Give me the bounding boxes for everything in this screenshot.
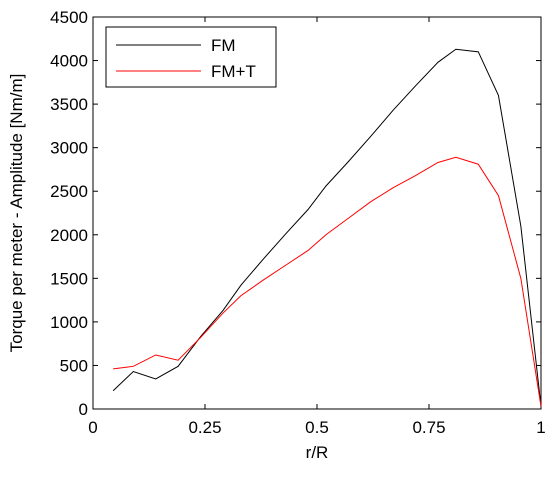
line-series xyxy=(112,48,542,407)
y-tick-label: 500 xyxy=(60,356,88,375)
y-tick-label: 2500 xyxy=(50,182,88,201)
y-axis-label: Torque per meter - Amplitude [Nm/m] xyxy=(7,74,26,353)
legend-label: FM+T xyxy=(211,62,256,81)
x-tick-label: 0 xyxy=(88,418,97,437)
y-tick-label: 1000 xyxy=(50,313,88,332)
x-tick-label: 1 xyxy=(536,418,545,437)
y-tick-label: 3000 xyxy=(50,139,88,158)
x-tick-label: 0.75 xyxy=(412,418,445,437)
y-tick-label: 4500 xyxy=(50,8,88,27)
y-tick-label: 4000 xyxy=(50,52,88,71)
y-tick-label: 3500 xyxy=(50,95,88,114)
legend-box xyxy=(105,26,277,88)
legend-label: FM xyxy=(211,36,236,55)
y-tick-label: 1500 xyxy=(50,269,88,288)
x-tick-label: 0.5 xyxy=(305,418,329,437)
x-tick-label: 0.25 xyxy=(188,418,221,437)
x-axis-label: r/R xyxy=(306,443,329,462)
y-tick-label: 0 xyxy=(79,400,88,419)
line-series xyxy=(113,156,542,407)
y-tick-label: 2000 xyxy=(50,226,88,245)
